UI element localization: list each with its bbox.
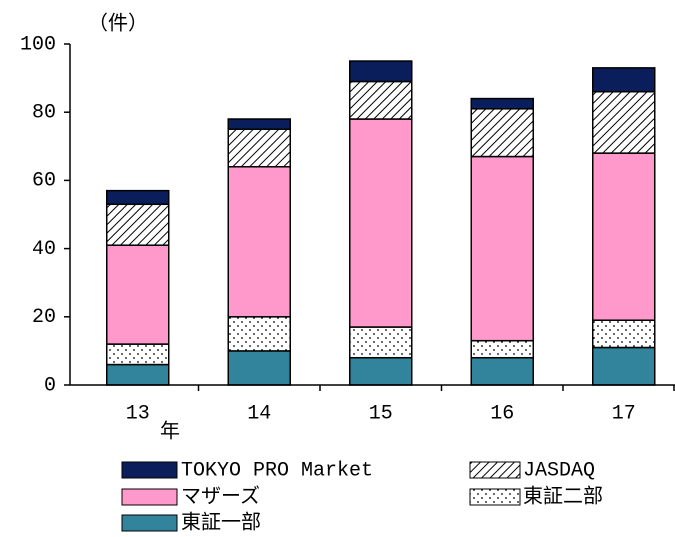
bar-segment: [227, 350, 291, 386]
x-tick-label: 17: [612, 402, 636, 425]
legend-label: マザーズ: [181, 484, 260, 509]
bar-segment: [349, 118, 413, 328]
legend-swatch: [469, 461, 521, 479]
bar-segment: [470, 339, 534, 359]
bar-segment: [227, 118, 291, 130]
bar-segment: [106, 363, 170, 386]
y-tick-label: 20: [32, 306, 56, 329]
bar-segment: [349, 80, 413, 120]
bar-segment: [592, 319, 656, 349]
bar-segment: [470, 108, 534, 158]
x-tick-label: 16: [490, 402, 514, 425]
bar-segment: [106, 244, 170, 345]
y-tick-label: 40: [32, 238, 56, 261]
x-annotation: 年: [160, 419, 180, 444]
legend-label: 東証二部: [523, 484, 603, 509]
legend-swatch: [121, 488, 178, 506]
y-tick-label: 0: [44, 374, 56, 397]
bar-segment: [592, 152, 656, 321]
legend-swatch: [121, 461, 178, 479]
bar-segment: [592, 346, 656, 386]
bar-segment: [106, 203, 170, 246]
bar-segment: [227, 316, 291, 352]
legend-label: JASDAQ: [523, 459, 595, 482]
legend-swatch: [121, 514, 178, 532]
bar-segment: [470, 97, 534, 110]
x-tick-label: 14: [247, 402, 271, 425]
y-tick-label: 60: [32, 170, 56, 193]
bar-segment: [592, 90, 656, 154]
x-tick-label: 15: [369, 402, 393, 425]
bar-segment: [470, 155, 534, 342]
y-axis-label: （件）: [88, 11, 148, 36]
bar-segment: [349, 326, 413, 359]
bar-segment: [470, 356, 534, 386]
bar-segment: [106, 189, 170, 206]
legend-label: 東証一部: [181, 510, 261, 535]
y-tick-label: 80: [32, 101, 56, 124]
bar-segment: [227, 128, 291, 168]
y-tick-label: 100: [20, 33, 56, 56]
legend-swatch: [469, 488, 521, 506]
bar-segment: [592, 67, 656, 93]
legend-label: TOKYO PRO Market: [181, 459, 373, 482]
bar-segment: [227, 166, 291, 318]
bar-segment: [349, 60, 413, 83]
x-tick-label: 13: [126, 402, 150, 425]
bar-segment: [106, 343, 170, 366]
bar-segment: [349, 356, 413, 386]
